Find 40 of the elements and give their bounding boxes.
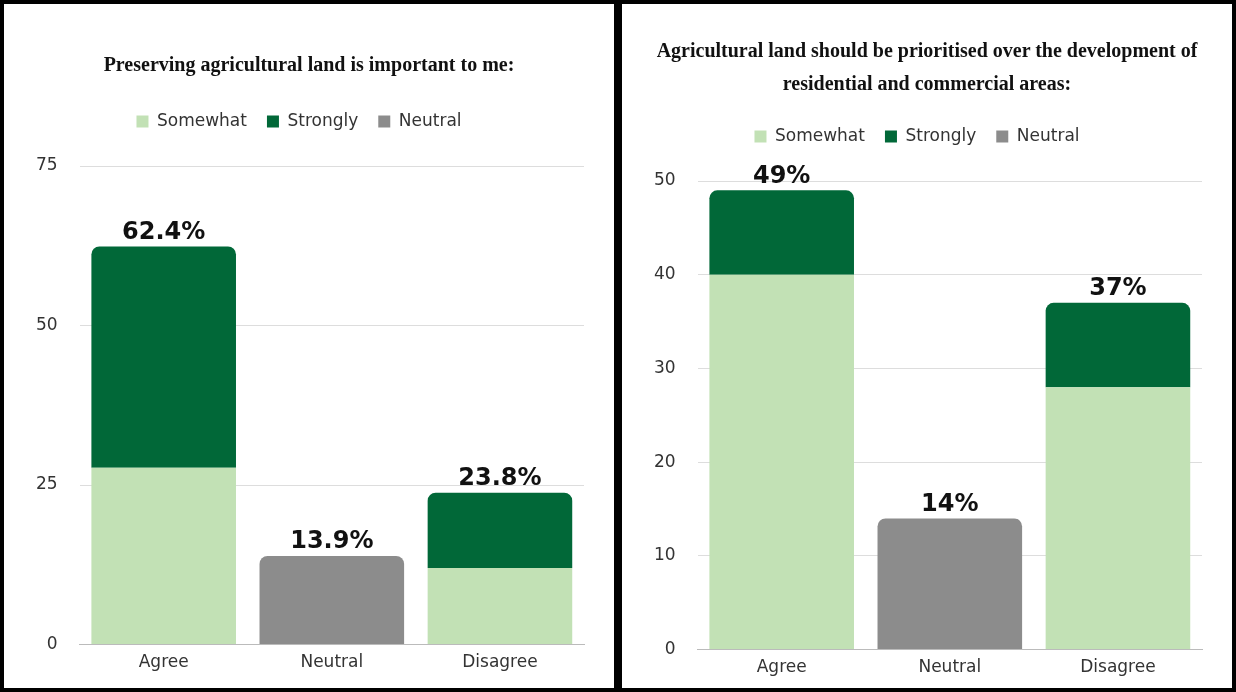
y-tick-label: 40 bbox=[653, 263, 676, 284]
chart-title: Preserving agricultural land is important to me: bbox=[102, 52, 516, 78]
bar bbox=[91, 467, 236, 645]
legend-label: Somewhat bbox=[774, 124, 866, 145]
bar bbox=[1045, 387, 1191, 650]
y-tick-label: 25 bbox=[35, 473, 58, 494]
x-tick-label: Disagree bbox=[462, 651, 538, 672]
total-label: 13.9% bbox=[290, 526, 374, 555]
bar bbox=[91, 246, 236, 468]
y-tick-label: 50 bbox=[653, 169, 676, 190]
legend-label: Strongly bbox=[905, 124, 977, 145]
total-label: 62.4% bbox=[122, 216, 206, 245]
total-label: 14% bbox=[921, 488, 979, 517]
x-tick-label: Neutral bbox=[300, 651, 364, 672]
total-label: 37% bbox=[1089, 273, 1147, 302]
x-tick-label: Agree bbox=[138, 651, 189, 672]
bar bbox=[1045, 302, 1191, 388]
y-tick-label: 0 bbox=[664, 638, 676, 659]
bar bbox=[259, 555, 405, 645]
bar bbox=[427, 568, 573, 645]
x-tick-label: Neutral bbox=[918, 656, 982, 677]
bar bbox=[427, 492, 573, 569]
y-tick-label: 20 bbox=[653, 450, 676, 471]
chart-title: Agricultural land should be prioritised over the development of residential and commercial areas: bbox=[655, 38, 1199, 96]
y-tick-label: 50 bbox=[35, 313, 58, 334]
legend-label: Neutral bbox=[398, 109, 462, 130]
legend-label: Neutral bbox=[1016, 124, 1080, 145]
x-tick-label: Agree bbox=[756, 656, 807, 677]
legend-label: Somewhat bbox=[156, 109, 248, 130]
y-tick-label: 0 bbox=[46, 633, 58, 654]
y-tick-label: 75 bbox=[35, 154, 58, 175]
bar bbox=[709, 274, 854, 650]
bar bbox=[877, 518, 1023, 650]
total-label: 49% bbox=[752, 160, 811, 189]
bar bbox=[709, 190, 854, 275]
legend-label: Strongly bbox=[287, 109, 359, 130]
x-tick-label: Disagree bbox=[1080, 656, 1156, 677]
y-tick-label: 30 bbox=[653, 356, 676, 377]
y-tick-label: 10 bbox=[653, 544, 676, 565]
total-label: 23.8% bbox=[458, 462, 542, 491]
